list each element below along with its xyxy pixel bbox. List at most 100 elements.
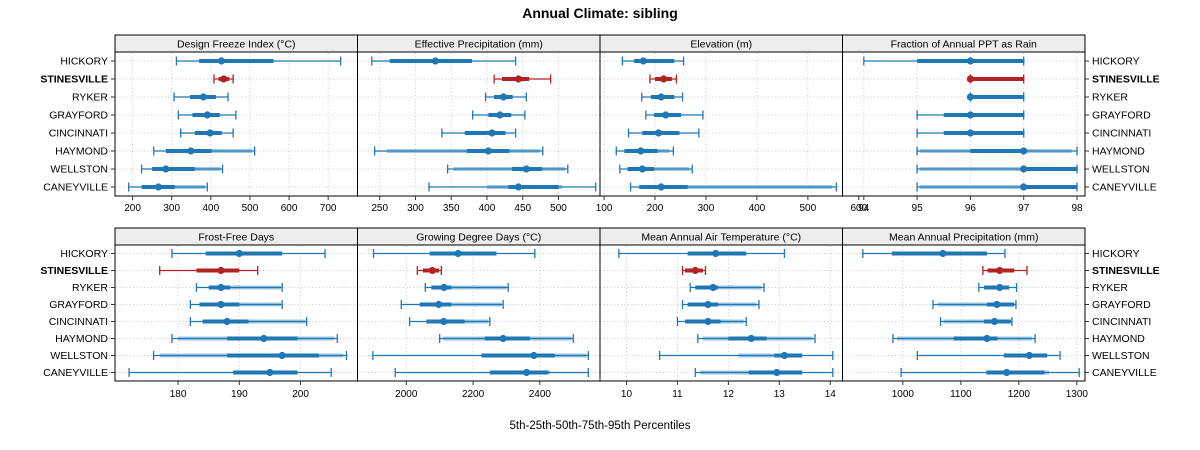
x-axis-tick-label: 13 (774, 389, 786, 400)
median-dot (217, 283, 225, 292)
median-dot (162, 165, 170, 173)
panel-strip-label: Fraction of Annual PPT as Rain (891, 39, 1037, 51)
panel-background (115, 52, 358, 196)
panel-background (357, 52, 600, 196)
percentile-row-haymond (892, 334, 1036, 343)
median-dot (199, 93, 207, 101)
percentile-row-ryker (966, 92, 1025, 102)
site-label-left: CINCINNATI (49, 128, 108, 140)
median-dot (983, 334, 991, 343)
median-dot (712, 249, 720, 258)
percentile-row-haymond (697, 334, 816, 343)
x-axis-tick-label: 200 (124, 203, 141, 214)
x-axis-tick-label: 95 (912, 203, 924, 214)
median-dot (522, 165, 530, 173)
median-dot (278, 351, 286, 360)
panel-growing-degree-days-c-: Growing Degree Days (°C) 2000 2200 2400 (357, 227, 601, 400)
median-dot (773, 368, 781, 377)
percentile-row-grayford (681, 300, 760, 309)
site-label-left: WELLSTON (50, 164, 108, 176)
percentile-row-caneyville (428, 182, 597, 192)
percentile-row-haymond (615, 146, 675, 156)
median-dot (440, 283, 448, 292)
percentile-row-hickory (371, 56, 517, 66)
percentile-row-haymond (439, 334, 574, 343)
percentile-row-caneyville (629, 182, 838, 192)
percentile-row-cincinnati (939, 317, 1013, 326)
median-dot (454, 249, 462, 258)
site-label-right: CINCINNATI (1092, 128, 1151, 140)
percentile-row-grayford (177, 110, 237, 120)
median-dot (217, 57, 225, 65)
x-axis-tick-label: 180 (170, 389, 187, 400)
median-dot (657, 183, 665, 191)
median-dot (235, 249, 243, 258)
percentile-row-ryker (195, 283, 283, 292)
percentile-row-caneyville (916, 182, 1078, 192)
percentile-row-wellston (916, 164, 1078, 174)
median-dot (1003, 368, 1011, 377)
median-dot (662, 111, 670, 119)
median-dot (657, 93, 665, 101)
panel-strip (842, 34, 1086, 53)
site-label-right: WELLSTON (1092, 350, 1150, 362)
percentile-row-caneyville (900, 368, 1080, 377)
site-label-left: STINESVILLE (40, 74, 108, 86)
x-axis-tick-label: 2000 (395, 389, 418, 400)
site-label-right: HICKORY (1092, 248, 1140, 260)
x-axis-tick-label: 190 (231, 389, 248, 400)
site-label-left: RYKER (72, 282, 108, 294)
median-dot (996, 283, 1004, 292)
percentile-row-wellston (658, 351, 834, 360)
site-label-right: HAYMOND (1092, 146, 1145, 158)
panel-background (357, 245, 600, 381)
x-axis-tick-label: 350 (443, 203, 460, 214)
percentile-row-stinesville (416, 266, 442, 275)
percentile-row-wellston (446, 164, 569, 174)
median-dot (203, 111, 211, 119)
x-axis-tick-label: 300 (163, 203, 180, 214)
x-axis-tick-label: 94 (858, 203, 870, 214)
x-axis-tick-label: 500 (550, 203, 567, 214)
percentile-row-stinesville (681, 266, 707, 275)
median-dot (266, 368, 274, 377)
percentile-row-wellston (916, 351, 1061, 360)
x-axis-tick-label: 98 (1071, 203, 1083, 214)
x-axis-tick-label: 300 (407, 203, 424, 214)
percentile-row-cincinnati (408, 317, 491, 326)
x-axis-tick-label: 14 (825, 389, 837, 400)
percentile-row-wellston (619, 164, 693, 174)
panel-background (842, 245, 1085, 381)
percentile-row-hickory (621, 56, 685, 66)
x-axis-tick-label: 11 (672, 389, 683, 400)
median-dot (484, 147, 493, 155)
percentile-row-caneyville (694, 368, 834, 377)
median-dot (660, 75, 668, 83)
x-axis-tick-label: 1100 (950, 389, 972, 400)
panel-background (600, 52, 843, 196)
site-label-left: HICKORY (60, 56, 108, 68)
median-dot (431, 57, 440, 65)
x-axis-tick-label: 600 (850, 203, 867, 214)
x-axis-caption: 5th-25th-50th-75th-95th Percentiles (509, 420, 691, 432)
percentile-row-haymond (374, 146, 544, 156)
x-axis-tick-label: 2200 (462, 389, 485, 400)
median-dot (1020, 183, 1028, 191)
median-dot (990, 317, 999, 326)
site-label-left: CINCINNATI (49, 316, 108, 328)
percentile-row-stinesville (966, 74, 1025, 84)
median-dot (966, 111, 975, 119)
site-label-right: RYKER (1092, 282, 1128, 294)
x-axis-tick-label: 400 (749, 203, 766, 214)
panel-background (842, 52, 1085, 196)
percentile-row-grayford (472, 110, 526, 120)
percentile-row-wellston (140, 164, 224, 174)
median-dot (637, 147, 645, 155)
percentile-row-hickory (175, 56, 342, 66)
median-dot (654, 129, 663, 137)
x-axis-tick-label: 400 (479, 203, 496, 214)
panel-background (600, 245, 843, 381)
panel-design-freeze-index-c-: Design Freeze Index (°C) 200 300 400 500 600 7… (109, 34, 358, 214)
x-axis-tick-label: 600 (281, 203, 298, 214)
